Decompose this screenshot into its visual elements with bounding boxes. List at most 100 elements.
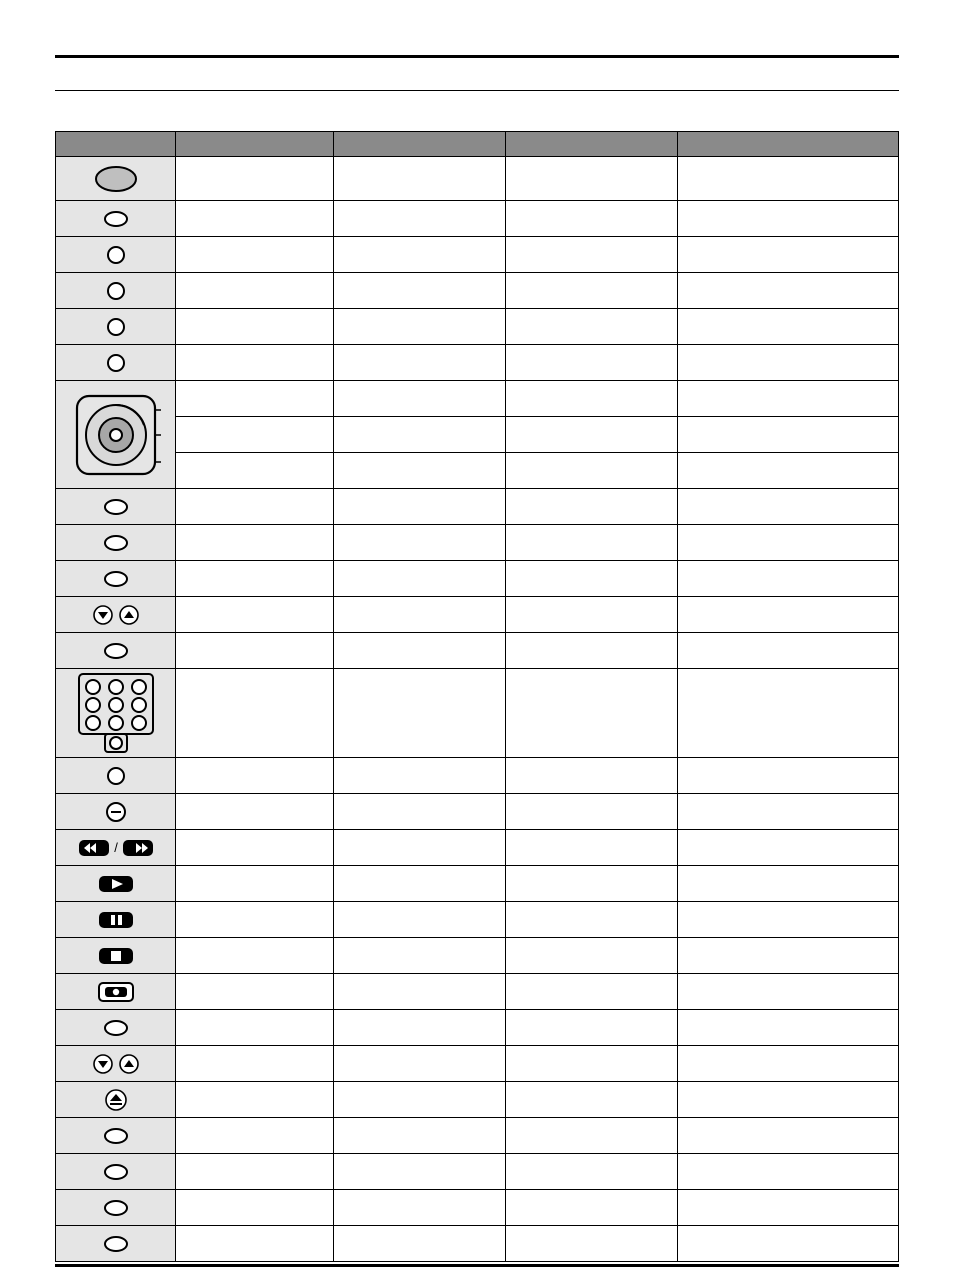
table-row: [56, 633, 899, 669]
cell: [678, 938, 899, 974]
cell: [506, 1118, 678, 1154]
table-row: [56, 309, 899, 345]
cell: [176, 345, 334, 381]
table-row: [56, 597, 899, 633]
cell: [506, 237, 678, 273]
table-row: [56, 381, 899, 417]
cell: [334, 758, 506, 794]
col-header-d: [678, 132, 899, 157]
cell: [176, 525, 334, 561]
ellipse-small-icon: [56, 1118, 176, 1154]
ellipse-small-icon: [56, 1190, 176, 1226]
cell: [334, 830, 506, 866]
cell: [506, 974, 678, 1010]
page: /: [0, 0, 954, 1235]
table-row: [56, 938, 899, 974]
table-row: [56, 1190, 899, 1226]
cell: [176, 633, 334, 669]
rew-ffwd-icon: /: [56, 830, 176, 866]
cell: [176, 1190, 334, 1226]
cell: [176, 309, 334, 345]
cell: [176, 830, 334, 866]
table-row: [56, 866, 899, 902]
table-row: [56, 345, 899, 381]
ellipse-small-icon: [56, 1010, 176, 1046]
cell: [506, 669, 678, 758]
cell: [334, 1082, 506, 1118]
cell: [176, 902, 334, 938]
ellipse-small-icon: [56, 525, 176, 561]
cell: [678, 669, 899, 758]
ellipse-small-icon: [56, 201, 176, 237]
cell: [678, 597, 899, 633]
cell: [506, 157, 678, 201]
cell: [176, 1154, 334, 1190]
cell: [176, 273, 334, 309]
cell: [678, 417, 899, 453]
cell: [678, 309, 899, 345]
stop-icon: [56, 938, 176, 974]
table-row: [56, 525, 899, 561]
cell: [334, 1190, 506, 1226]
table-row: [56, 902, 899, 938]
cell: [334, 938, 506, 974]
table-row: [56, 201, 899, 237]
cell: [506, 1190, 678, 1226]
ellipse-small-icon: [56, 1226, 176, 1262]
cell: [678, 866, 899, 902]
keypad-icon: [56, 669, 176, 758]
col-header-c: [506, 132, 678, 157]
cell: [334, 345, 506, 381]
table-row: [56, 794, 899, 830]
cell: [176, 938, 334, 974]
eject-icon: [56, 1082, 176, 1118]
cell: [334, 453, 506, 489]
cell: [334, 794, 506, 830]
cell: [678, 1010, 899, 1046]
cell: [506, 453, 678, 489]
cell: [176, 1226, 334, 1262]
cell: [506, 597, 678, 633]
pause-icon: [56, 902, 176, 938]
table-row: [56, 974, 899, 1010]
cell: [176, 381, 334, 417]
cell: [176, 453, 334, 489]
cell: [506, 1226, 678, 1262]
cell: [506, 1046, 678, 1082]
table-row: /: [56, 830, 899, 866]
cell: [334, 1046, 506, 1082]
cell: [176, 669, 334, 758]
cell: [678, 1118, 899, 1154]
cell: [176, 974, 334, 1010]
cell: [176, 866, 334, 902]
circle-small-icon: [56, 345, 176, 381]
cell: [678, 157, 899, 201]
circle-small-icon: [56, 758, 176, 794]
cell: [678, 561, 899, 597]
circle-small-icon: [56, 273, 176, 309]
cell: [678, 237, 899, 273]
ellipse-small-icon: [56, 633, 176, 669]
ellipse-large-icon: [56, 157, 176, 201]
down-up-pair-icon: [56, 597, 176, 633]
cell: [176, 417, 334, 453]
cell: [678, 381, 899, 417]
record-icon: [56, 974, 176, 1010]
down-up-pair-icon: [56, 1046, 176, 1082]
cell: [506, 381, 678, 417]
cell: [334, 1226, 506, 1262]
table-row: [56, 1082, 899, 1118]
cell: [334, 633, 506, 669]
table-row: [56, 758, 899, 794]
table-row: [56, 1118, 899, 1154]
col-header-a: [176, 132, 334, 157]
cell: [678, 345, 899, 381]
cell: [506, 1010, 678, 1046]
cell: [334, 381, 506, 417]
cell: [506, 902, 678, 938]
cell: [176, 1118, 334, 1154]
cell: [334, 1154, 506, 1190]
cell: [506, 273, 678, 309]
ellipse-small-icon: [56, 561, 176, 597]
ellipse-small-icon: [56, 489, 176, 525]
